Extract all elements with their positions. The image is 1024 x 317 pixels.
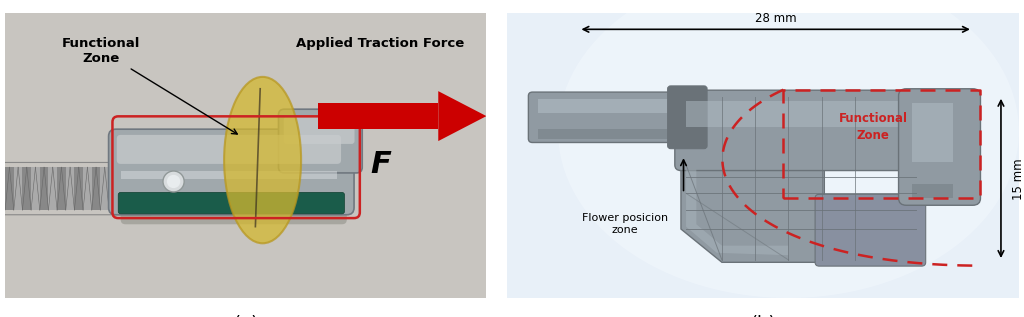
Bar — [31, 167, 40, 210]
Polygon shape — [681, 165, 922, 262]
Bar — [317, 103, 438, 129]
FancyBboxPatch shape — [117, 135, 341, 164]
Text: 15 mm: 15 mm — [1012, 158, 1024, 200]
Bar — [538, 129, 691, 139]
Bar — [143, 167, 153, 210]
Bar — [5, 167, 13, 210]
FancyBboxPatch shape — [668, 86, 707, 149]
Text: Functional
Zone: Functional Zone — [62, 37, 238, 134]
Text: Flower posicion
zone: Flower posicion zone — [582, 213, 668, 235]
Bar — [100, 167, 110, 210]
Bar — [118, 167, 126, 210]
Bar — [538, 99, 691, 113]
Polygon shape — [686, 170, 788, 255]
Text: (b): (b) — [751, 314, 775, 317]
Bar — [57, 167, 66, 210]
FancyBboxPatch shape — [284, 117, 354, 144]
Bar — [153, 167, 161, 210]
Bar — [66, 167, 75, 210]
Text: Applied Traction Force: Applied Traction Force — [296, 37, 465, 50]
FancyBboxPatch shape — [118, 192, 344, 214]
Text: 28 mm: 28 mm — [755, 12, 797, 25]
Circle shape — [167, 175, 180, 188]
Bar — [92, 167, 100, 210]
Bar — [40, 167, 48, 210]
Text: F: F — [370, 150, 391, 179]
Bar — [912, 103, 953, 162]
Bar — [110, 167, 118, 210]
Bar — [83, 167, 92, 210]
FancyBboxPatch shape — [675, 90, 923, 171]
FancyBboxPatch shape — [109, 129, 354, 215]
Polygon shape — [438, 91, 486, 141]
Ellipse shape — [224, 77, 301, 243]
Text: (a): (a) — [233, 314, 258, 317]
Ellipse shape — [558, 0, 1019, 298]
Bar — [121, 171, 337, 179]
Bar — [23, 167, 31, 210]
Bar — [13, 167, 23, 210]
Circle shape — [163, 171, 184, 192]
Bar — [686, 101, 911, 127]
Bar — [75, 167, 83, 210]
Bar — [126, 167, 135, 210]
FancyBboxPatch shape — [899, 89, 981, 205]
Bar — [912, 184, 953, 198]
Bar — [48, 167, 57, 210]
FancyBboxPatch shape — [528, 92, 700, 143]
Bar — [135, 167, 143, 210]
FancyBboxPatch shape — [121, 203, 347, 224]
Text: Functional
Zone: Functional Zone — [839, 112, 907, 142]
FancyBboxPatch shape — [815, 194, 926, 266]
FancyBboxPatch shape — [279, 109, 362, 173]
